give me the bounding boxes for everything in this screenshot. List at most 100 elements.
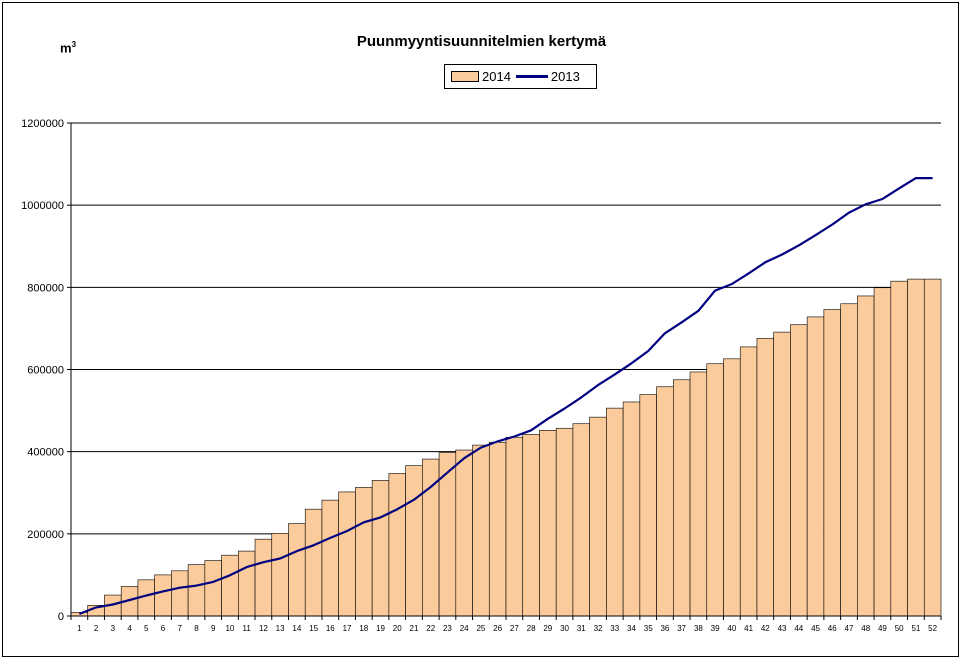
bar-2014 <box>338 491 356 617</box>
x-tick-label: 41 <box>744 624 753 633</box>
bar-2014 <box>689 371 708 617</box>
x-tick-label: 46 <box>828 624 837 633</box>
bar-2014 <box>539 430 557 617</box>
bar-2014 <box>606 407 624 617</box>
bar-2014 <box>271 533 289 617</box>
bar-2014 <box>673 379 691 617</box>
bar-2014 <box>154 574 172 617</box>
x-tick-label: 26 <box>493 624 502 633</box>
x-tick-label: 52 <box>928 624 937 633</box>
x-tick-label: 24 <box>460 624 469 633</box>
bar-2014 <box>321 499 339 617</box>
x-tick-label: 10 <box>225 624 234 633</box>
x-tick-label: 36 <box>660 624 669 633</box>
x-tick-label: 37 <box>677 624 686 633</box>
x-tick-label: 35 <box>644 624 653 633</box>
bar-2014 <box>254 538 273 617</box>
bar-2014 <box>371 480 390 617</box>
y-tick-label: 800000 <box>27 282 64 294</box>
bar-2014 <box>288 523 306 617</box>
bar-2014 <box>639 394 657 617</box>
bar-2014 <box>238 550 256 617</box>
x-tick-label: 48 <box>861 624 870 633</box>
x-tick-label: 18 <box>359 624 368 633</box>
x-tick-label: 5 <box>144 624 149 633</box>
legend-label-2013: 2013 <box>550 69 580 84</box>
x-tick-label: 1 <box>77 624 82 633</box>
x-tick-label: 12 <box>259 624 268 633</box>
x-tick-label: 31 <box>577 624 586 633</box>
y-tick-label: 400000 <box>27 447 64 459</box>
x-tick-label: 7 <box>178 624 183 633</box>
bar-2014 <box>388 473 406 617</box>
x-tick-label: 27 <box>510 624 519 633</box>
bar-2014 <box>304 508 323 617</box>
x-tick-label: 16 <box>326 624 335 633</box>
y-tick-label: 1000000 <box>21 200 64 212</box>
x-tick-label: 15 <box>309 624 318 633</box>
y-tick-label: 600000 <box>27 365 64 377</box>
x-tick-label: 45 <box>811 624 820 633</box>
bar-2014 <box>522 434 540 617</box>
y-tick-label: 200000 <box>27 529 64 541</box>
bar-2014 <box>505 436 524 617</box>
x-tick-label: 39 <box>711 624 720 633</box>
bar-2014 <box>857 295 875 617</box>
bar-2014 <box>823 309 841 617</box>
bar-2014 <box>572 423 590 617</box>
legend-label-2014: 2014 <box>482 69 511 84</box>
x-tick-label: 33 <box>610 624 619 633</box>
chart-title: Puunmyyntisuunnitelmien kertymä <box>356 33 607 50</box>
x-tick-label: 23 <box>443 624 452 633</box>
bar-2014 <box>806 316 825 617</box>
x-tick-label: 2 <box>94 624 99 633</box>
y-tick-label: 0 <box>58 611 64 623</box>
bar-2014 <box>756 337 774 617</box>
x-tick-label: 30 <box>560 624 569 633</box>
x-tick-label: 3 <box>111 624 116 633</box>
bar-2014 <box>221 554 239 617</box>
x-tick-label: 20 <box>393 624 402 633</box>
bar-2014 <box>773 331 791 617</box>
bar-2014 <box>555 427 574 617</box>
x-tick-label: 6 <box>161 624 166 633</box>
bar-2014 <box>873 287 892 617</box>
x-tick-label: 29 <box>543 624 552 633</box>
bar-2014 <box>355 487 373 617</box>
bar-2014 <box>923 278 942 617</box>
x-tick-label: 11 <box>243 624 252 633</box>
x-tick-label: 22 <box>426 624 435 633</box>
x-tick-label: 32 <box>594 624 603 633</box>
y-tick-label: 1200000 <box>21 118 64 130</box>
x-tick-label: 14 <box>292 624 301 633</box>
line-2013 <box>79 177 933 615</box>
bar-2014 <box>706 363 724 617</box>
x-tick-label: 21 <box>410 624 419 633</box>
x-tick-label: 34 <box>627 624 636 633</box>
bar-2014 <box>405 465 423 617</box>
x-tick-label: 43 <box>778 624 787 633</box>
x-tick-label: 51 <box>911 624 920 633</box>
unit-superscript: 3 <box>71 40 77 49</box>
bar-2014 <box>171 570 189 617</box>
x-tick-label: 25 <box>476 624 485 633</box>
bar-2014 <box>723 358 741 617</box>
unit-base: m <box>60 40 72 56</box>
x-tick-label: 13 <box>276 624 285 633</box>
bar-2014 <box>589 416 607 617</box>
legend-item-2013: 2013 <box>511 69 580 84</box>
bar-2014 <box>790 324 808 617</box>
bar-2014 <box>739 346 758 617</box>
x-tick-label: 17 <box>343 624 352 633</box>
bar-2014 <box>622 401 641 617</box>
bar-2014 <box>472 444 490 617</box>
x-tick-label: 4 <box>127 624 132 633</box>
x-tick-label: 38 <box>694 624 703 633</box>
x-tick-label: 44 <box>794 624 803 633</box>
legend-swatch-bar <box>451 71 479 82</box>
bar-2014 <box>840 303 858 617</box>
x-tick-label: 49 <box>878 624 887 633</box>
x-tick-label: 28 <box>527 624 536 633</box>
bar-2014 <box>656 386 674 617</box>
